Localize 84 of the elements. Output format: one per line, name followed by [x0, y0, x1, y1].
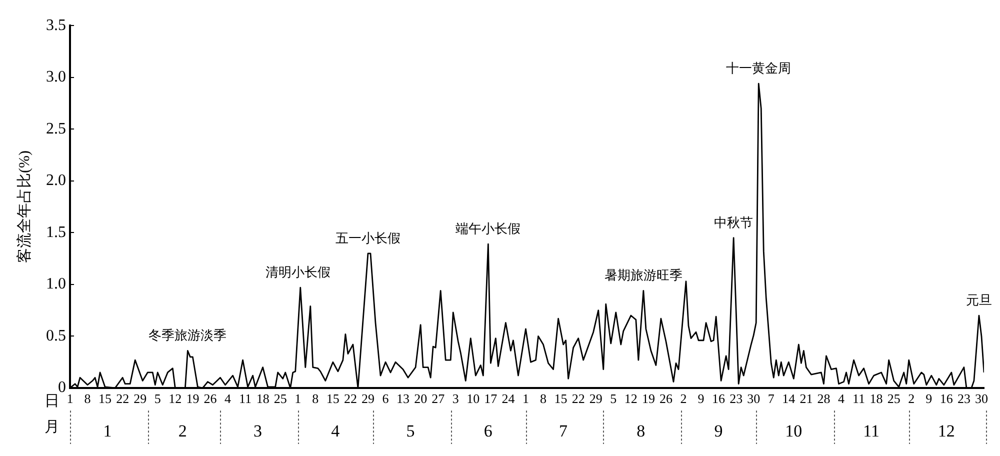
x-tick-label: 19: [186, 391, 200, 406]
x-tick-label: 11: [852, 391, 866, 406]
x-tick-label: 21: [800, 391, 813, 406]
x-tick-label: 12: [168, 391, 182, 406]
x-tick-label: 13: [396, 391, 410, 406]
x-tick-label: 29: [361, 391, 374, 406]
y-tick-label: 1.5: [46, 224, 66, 241]
x-tick-label: 8: [84, 391, 91, 406]
annotation: 冬季旅游淡季: [148, 328, 227, 343]
x2-tick-label: 10: [785, 421, 802, 440]
x-tick-label: 16: [712, 391, 726, 406]
x-tick-label: 25: [274, 391, 287, 406]
x-tick-label: 14: [782, 391, 796, 406]
annotation: 清明小长假: [265, 264, 330, 280]
x-tick-label: 1: [522, 391, 529, 406]
annotation: 元旦: [966, 292, 992, 308]
x2-tick-label: 9: [714, 421, 723, 440]
x-tick-label: 25: [887, 391, 900, 406]
x-tick-label: 18: [256, 391, 270, 406]
x-tick-label: 27: [432, 391, 446, 406]
x-tick-label: 8: [540, 391, 547, 406]
x2-tick-label: 3: [254, 421, 262, 440]
x-tick-label: 17: [484, 391, 498, 406]
x-tick-label: 4: [838, 391, 845, 406]
x-tick-label: 3: [452, 391, 459, 406]
x-tick-label: 26: [659, 391, 673, 406]
annotation: 暑期旅游旺季: [604, 268, 682, 283]
x2-tick-label: 1: [103, 421, 112, 440]
annotation: 中秋节: [714, 214, 754, 230]
x-tick-label: 16: [940, 391, 954, 406]
y-tick-label: 0.5: [46, 327, 66, 344]
y-tick-label: 1.0: [46, 276, 66, 293]
y-tick-label: 3.0: [46, 68, 66, 86]
x-tick-label: 15: [98, 391, 112, 406]
x-tick-label: 19: [642, 391, 655, 406]
x-tick-label: 26: [204, 391, 218, 406]
x-tick-label: 2: [908, 391, 915, 406]
annotation: 十一黄金周: [726, 60, 792, 76]
x-tick-label: 8: [312, 391, 319, 406]
x-tick-label: 12: [624, 391, 638, 406]
y-axis-title: 客流全年占比(%): [16, 150, 33, 264]
x-tick-label: 22: [344, 391, 357, 406]
x-tick-label: 10: [466, 391, 480, 406]
x-tick-label: 9: [698, 391, 704, 406]
x-tick-label: 5: [154, 391, 161, 406]
x-tick-label: 24: [502, 391, 516, 406]
x-tick-label: 29: [589, 391, 602, 406]
x2-tick-label: 6: [484, 421, 492, 440]
x-tick-label: 5: [610, 391, 617, 406]
x-tick-label: 29: [134, 391, 147, 406]
x-tick-label: 15: [326, 391, 340, 406]
annotation: 五一小长假: [335, 230, 400, 246]
x-tick-label: 1: [66, 391, 74, 406]
y-tick-label: 0: [58, 379, 66, 396]
x-tick-label: 15: [554, 391, 568, 406]
x-tick-label: 30: [747, 391, 760, 406]
x-tick-label: 4: [224, 391, 232, 406]
x2-tick-label: 11: [863, 421, 880, 440]
x-tick-label: 20: [414, 391, 428, 406]
y-tick-label: 3.5: [46, 16, 66, 34]
x2-tick-label: 2: [178, 421, 187, 440]
x2-tick-label: 12: [938, 421, 955, 440]
x-tick-label: 2: [680, 391, 687, 406]
x-tick-label: 23: [730, 391, 743, 406]
x-tick-label: 1: [294, 391, 302, 406]
x-tick-label: 18: [870, 391, 883, 406]
x-tick-label: 23: [957, 391, 970, 406]
y-tick-label: 2.0: [46, 172, 66, 190]
x-tick-label: 28: [817, 391, 830, 406]
x2-axis-title: 月: [44, 420, 60, 436]
x-tick-label: 6: [382, 391, 390, 406]
x-tick-label: 11: [239, 391, 252, 406]
x2-tick-label: 7: [559, 421, 568, 440]
x2-tick-label: 4: [331, 421, 340, 440]
x-tick-label: 9: [926, 391, 932, 406]
x-tick-label: 22: [572, 391, 585, 406]
y-tick-label: 2.5: [46, 120, 66, 138]
annotation: 端午小长假: [456, 220, 521, 236]
x-axis-title: 日: [44, 394, 60, 410]
x2-tick-label: 5: [406, 421, 415, 440]
x-tick-label: 7: [768, 391, 775, 406]
x-tick-label: 22: [116, 391, 130, 406]
x-tick-label: 30: [974, 391, 988, 406]
x2-tick-label: 8: [636, 421, 646, 440]
